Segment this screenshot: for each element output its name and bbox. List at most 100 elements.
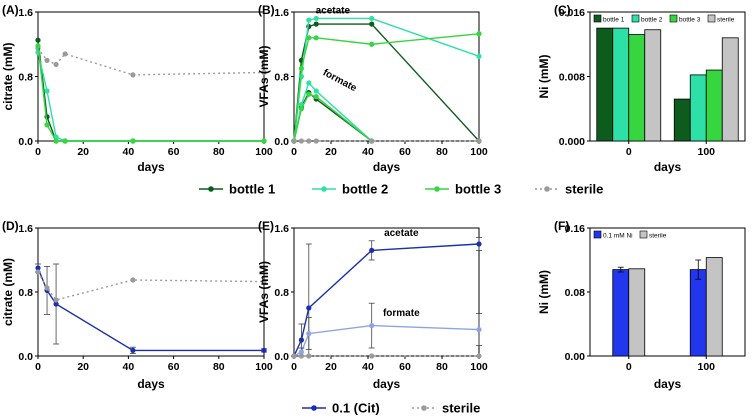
inner-legend: bottle 1 bottle 2 bottle 3 sterile xyxy=(593,14,735,24)
data-point xyxy=(298,337,304,343)
series-line xyxy=(293,93,373,142)
data-point xyxy=(306,35,312,41)
data-point xyxy=(313,88,319,94)
x-axis-label: days xyxy=(137,377,165,391)
panel-c: (C) 0.000 0.008 0.016 Ni (mM) days 0 100 bottle … xyxy=(537,3,746,174)
legend-label: bottle 2 xyxy=(641,17,663,24)
data-point xyxy=(53,297,59,303)
annotation-label: acetate xyxy=(316,6,351,17)
bar-bottle-1 xyxy=(673,98,691,142)
data-point xyxy=(261,138,267,144)
inner-legend: 0.1 mM Ni sterile xyxy=(593,230,667,240)
data-point xyxy=(35,43,41,49)
legend-swatch xyxy=(593,230,602,239)
data-point xyxy=(62,51,68,57)
x-tick-label: 0 xyxy=(626,146,632,158)
y-tick-label: 1.6 xyxy=(18,7,33,19)
data-point xyxy=(298,353,304,359)
data-point xyxy=(130,138,136,144)
data-point xyxy=(306,91,312,97)
legend-label: sterile xyxy=(649,233,667,240)
x-tick-label: 60 xyxy=(168,361,180,373)
panel-label: (D) xyxy=(2,219,19,233)
data-point xyxy=(130,347,136,353)
data-point xyxy=(306,80,312,86)
series-line xyxy=(37,47,265,76)
data-point xyxy=(298,138,304,144)
data-point xyxy=(130,72,136,78)
legend-label: bottle 3 xyxy=(679,17,701,24)
panel-label: (B) xyxy=(258,3,275,17)
panel-f: (F) 0.00 0.08 0.16 Ni (mM) days 0 100 0.1 mM Ni s… xyxy=(537,219,746,391)
legend-swatch xyxy=(707,14,716,23)
data-point xyxy=(476,327,482,333)
bar-bottle-3 xyxy=(628,34,646,142)
legend-swatch xyxy=(639,230,648,239)
data-point xyxy=(369,41,375,47)
y-tick-label: 1.6 xyxy=(274,223,289,235)
panel-label: (F) xyxy=(554,219,569,233)
y-tick-label: 0.8 xyxy=(274,287,289,299)
x-tick-label: 40 xyxy=(362,146,374,158)
y-tick-label: 0.16 xyxy=(565,223,586,235)
data-point xyxy=(313,15,319,22)
legend-label: 0.1 mM Ni xyxy=(603,233,633,240)
data-point xyxy=(313,138,319,144)
series-bottle-1 xyxy=(35,37,267,144)
series-bottle-1-acetate xyxy=(291,21,482,144)
data-point xyxy=(44,285,50,291)
y-tick-label: 0.00 xyxy=(565,351,586,363)
data-point xyxy=(35,265,41,271)
x-tick-label: 60 xyxy=(399,361,411,373)
panel-e: (E) 0.0 0.8 1.6 VFAs (mM) days 0 20 40 60 80 100 ace… xyxy=(257,219,488,391)
y-axis-label: Ni (mM) xyxy=(537,270,551,314)
legend-marker xyxy=(434,186,440,192)
data-point xyxy=(44,122,50,128)
data-point xyxy=(291,353,297,359)
y-tick-label: 0.008 xyxy=(559,72,585,84)
data-point xyxy=(261,69,267,76)
y-axis-label: citrate (mM) xyxy=(1,258,15,326)
data-point xyxy=(476,53,482,59)
x-tick-label: 0 xyxy=(626,361,632,373)
legend-marker xyxy=(311,405,317,411)
annotation-label: formate xyxy=(321,67,359,94)
bar-bottle-2 xyxy=(612,27,630,142)
series-sterile xyxy=(35,45,267,78)
series-bottle-2-acetate xyxy=(291,15,482,144)
data-point xyxy=(369,247,375,253)
data-point xyxy=(476,138,482,144)
data-point xyxy=(261,279,267,285)
data-point xyxy=(369,138,375,144)
legend-label: 0.1 (Cit) xyxy=(332,401,380,416)
legend-label: sterile xyxy=(565,182,603,197)
x-tick-label: 60 xyxy=(399,146,411,158)
y-tick-label: 0.0 xyxy=(18,351,33,363)
x-tick-label: 60 xyxy=(168,146,180,158)
bar-bottle-3 xyxy=(705,69,723,142)
series-line xyxy=(37,45,264,142)
x-tick-label: 0 xyxy=(35,146,41,158)
legend-label: bottle 3 xyxy=(455,182,501,197)
bar-0-1-mm-ni xyxy=(689,269,707,357)
series-sterile xyxy=(291,138,482,144)
bar-sterile xyxy=(644,29,662,142)
y-tick-label: 1.6 xyxy=(274,7,289,19)
y-tick-label: 0.08 xyxy=(565,287,586,299)
data-point xyxy=(44,57,50,63)
x-tick-label: 20 xyxy=(325,361,337,373)
x-tick-label: 100 xyxy=(470,361,488,373)
legend-marker xyxy=(421,405,427,411)
y-tick-label: 1.6 xyxy=(18,223,33,235)
x-axis-label: days xyxy=(654,160,682,174)
y-axis-label: Ni (mM) xyxy=(537,55,551,99)
x-tick-label: 40 xyxy=(362,361,374,373)
legend-label: sterile xyxy=(717,17,735,24)
legend-swatch xyxy=(593,14,602,23)
panel-b: (B) 0.0 0.8 1.6 VFAs (mM) days 0 20 40 60 80 100 ace… xyxy=(257,3,488,174)
data-point xyxy=(53,61,59,68)
data-point xyxy=(306,353,312,359)
x-tick-label: 40 xyxy=(123,146,135,158)
x-tick-label: 20 xyxy=(77,361,89,373)
legend-marker xyxy=(321,186,327,192)
